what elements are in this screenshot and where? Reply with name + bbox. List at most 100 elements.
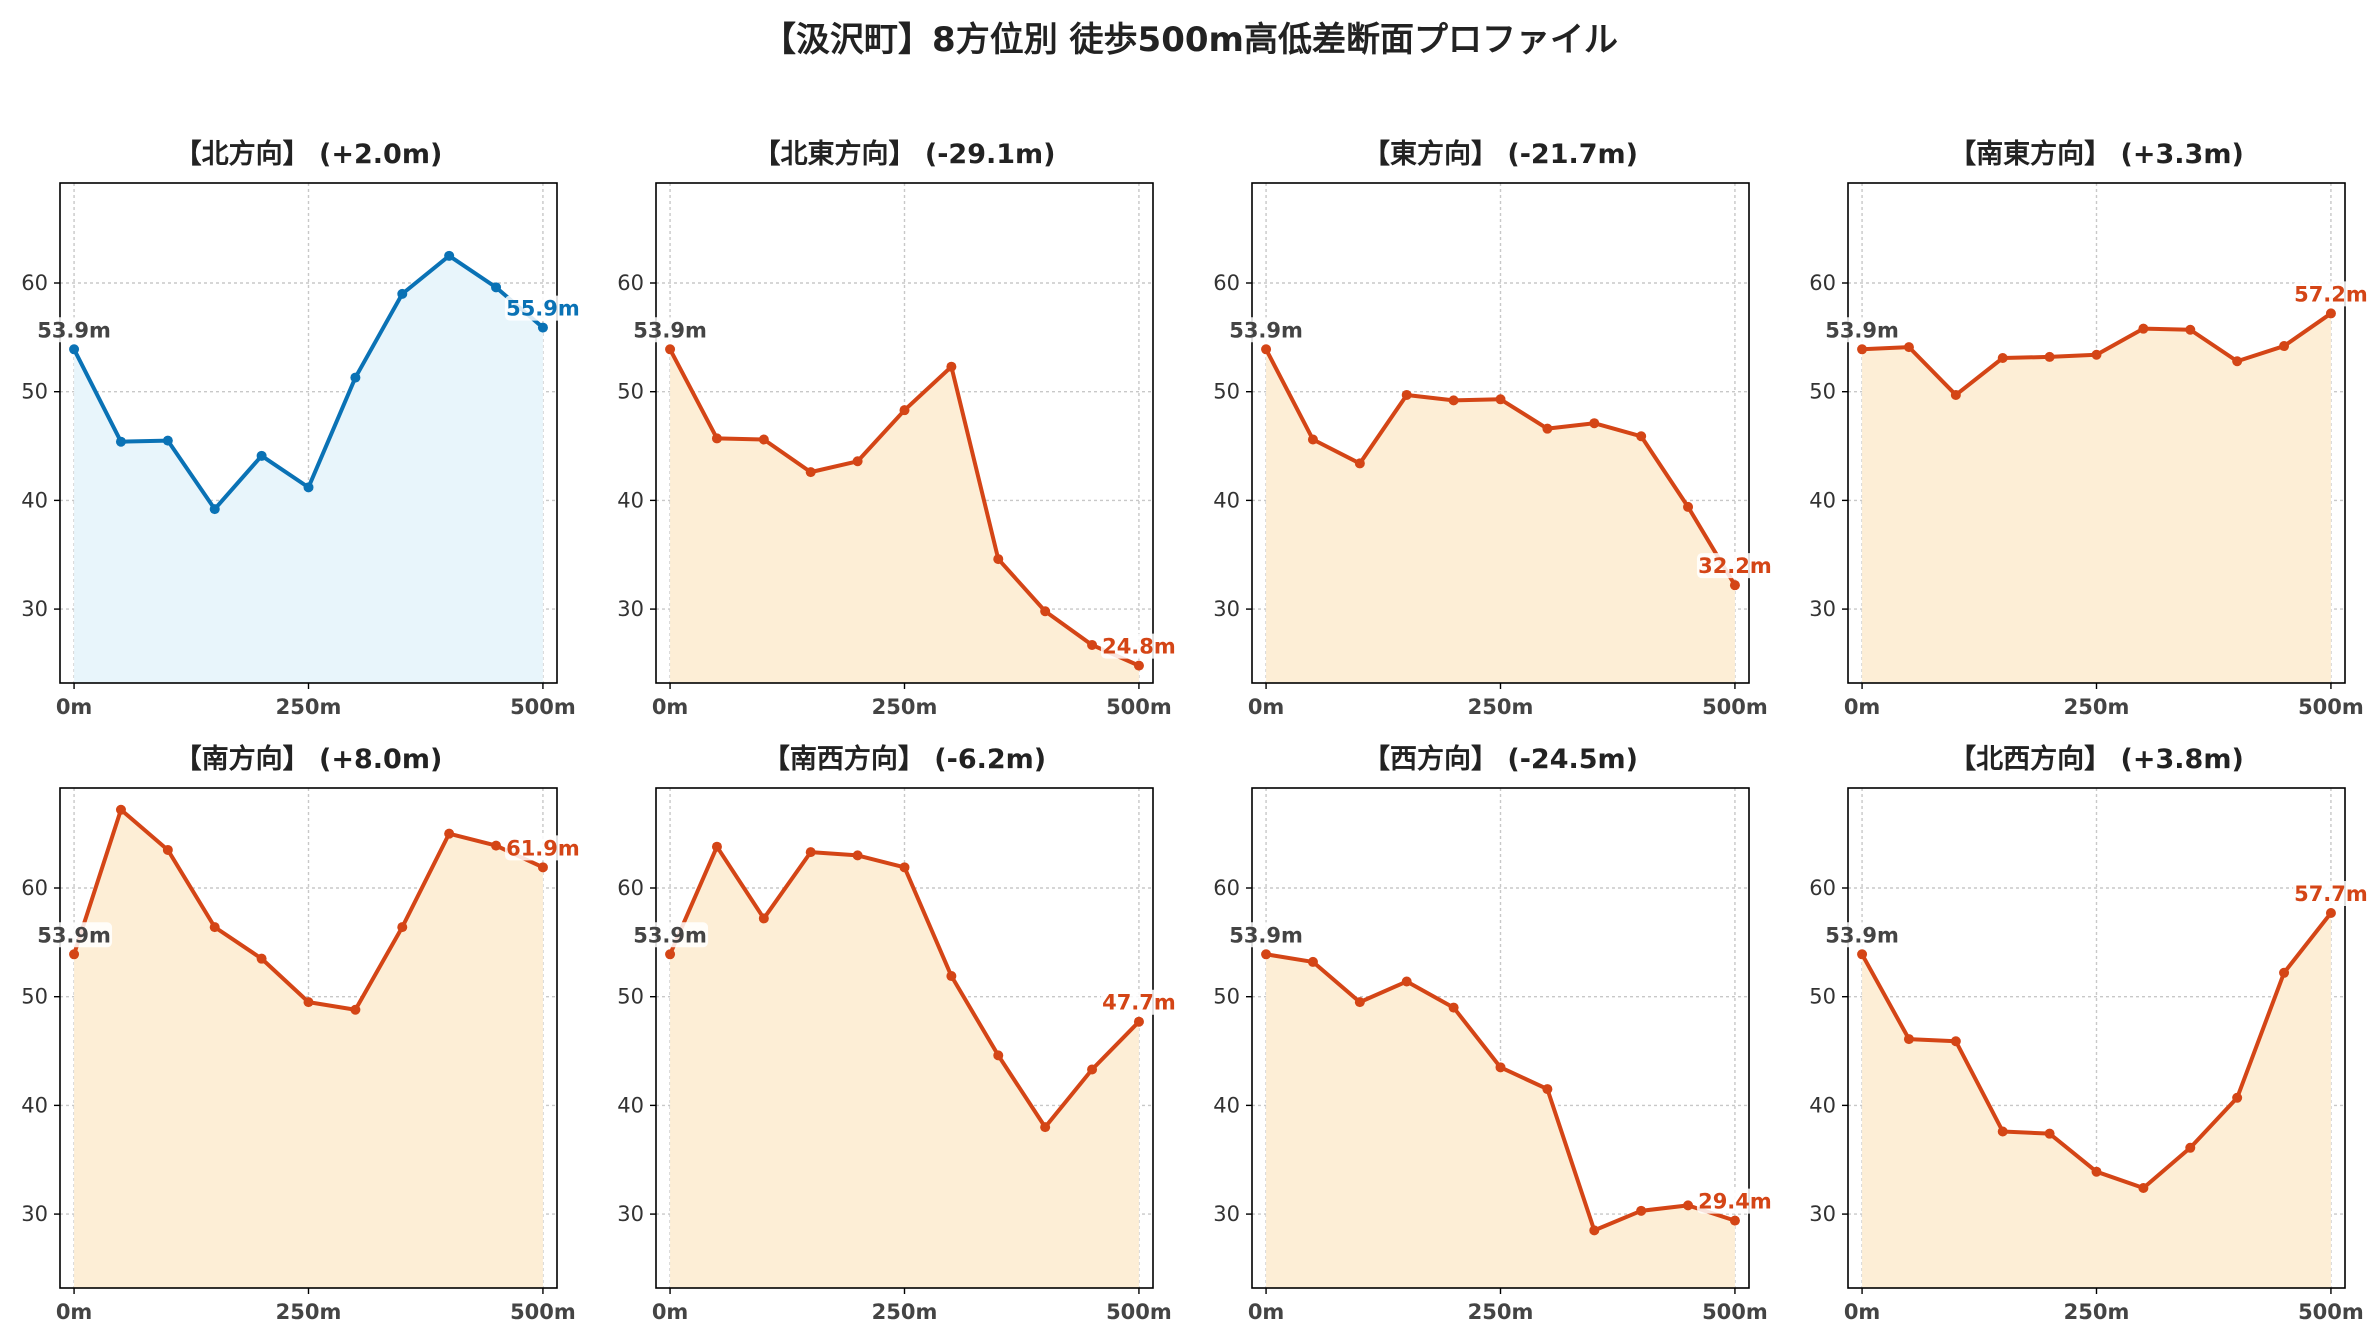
x-tick-label: 0m: [1844, 695, 1881, 719]
x-tick-label: 500m: [1702, 1300, 1768, 1324]
start-label-background: [1228, 317, 1305, 343]
y-tick-label: 60: [21, 271, 48, 295]
profile-area: [1862, 913, 2331, 1288]
start-elevation-label: 53.9m: [1229, 923, 1303, 947]
x-tick-label: 0m: [1248, 1300, 1285, 1324]
x-tick-label: 500m: [510, 1300, 576, 1324]
data-point: [852, 850, 863, 861]
data-point: [1542, 1084, 1553, 1095]
y-tick-label: 60: [1213, 271, 1240, 295]
end-elevation-label: 61.9m: [506, 836, 580, 860]
data-point: [1087, 639, 1098, 650]
data-point: [69, 344, 80, 355]
y-tick-label: 40: [1213, 488, 1240, 512]
end-label-background: [2292, 281, 2369, 307]
x-tick-label: 250m: [1468, 1300, 1534, 1324]
x-tick-label: 250m: [1468, 695, 1534, 719]
panel-title: 【南東方向】 (+3.3m): [1949, 138, 2244, 170]
data-point: [1448, 395, 1459, 406]
data-point: [993, 1050, 1004, 1061]
chart-panel-3: 【東方向】 (-21.7m) 30 40 50 60 0m 250m 500m 53.9m 32.…: [1213, 138, 1773, 719]
data-point: [69, 949, 80, 960]
y-tick-label: 30: [617, 597, 644, 621]
start-label-background: [1824, 922, 1901, 948]
data-point: [1857, 344, 1868, 355]
y-tick-label: 60: [617, 271, 644, 295]
data-point: [1040, 1122, 1051, 1133]
data-point: [209, 504, 220, 515]
x-tick-label: 250m: [2064, 1300, 2130, 1324]
data-point: [397, 288, 408, 299]
x-tick-label: 500m: [1106, 695, 1172, 719]
data-point: [1589, 1225, 1600, 1236]
data-point: [1589, 418, 1600, 429]
start-label-background: [36, 922, 113, 948]
start-label-background: [1228, 922, 1305, 948]
data-point: [899, 405, 910, 416]
x-tick-label: 0m: [652, 1300, 689, 1324]
y-tick-label: 60: [1213, 876, 1240, 900]
profile-area: [670, 846, 1139, 1288]
panel-title: 【西方向】 (-24.5m): [1363, 743, 1638, 775]
data-point: [1997, 1126, 2008, 1137]
chart-panel-6: 【南西方向】 (-6.2m) 30 40 50 60 0m 250m 500m 53.9m 47.…: [617, 743, 1177, 1324]
data-point: [1261, 344, 1272, 355]
x-tick-label: 0m: [1248, 695, 1285, 719]
chart-panel-4: 【南東方向】 (+3.3m) 30 40 50 60 0m 250m 500m 53.9m 57.…: [1809, 138, 2369, 719]
data-point: [2279, 967, 2290, 978]
data-point: [115, 804, 126, 815]
y-tick-label: 40: [1809, 488, 1836, 512]
data-point: [2044, 351, 2055, 362]
data-point: [899, 862, 910, 873]
data-point: [711, 841, 722, 852]
data-point: [946, 971, 957, 982]
y-tick-label: 30: [1809, 1202, 1836, 1226]
data-point: [2138, 323, 2149, 334]
x-tick-label: 500m: [2298, 1300, 2364, 1324]
y-tick-label: 30: [1809, 597, 1836, 621]
y-tick-label: 40: [617, 1093, 644, 1117]
x-tick-label: 500m: [1702, 695, 1768, 719]
end-elevation-label: 57.7m: [2294, 882, 2368, 906]
data-point: [1354, 997, 1365, 1008]
x-tick-label: 250m: [2064, 695, 2130, 719]
data-point: [115, 436, 126, 447]
data-point: [1495, 1062, 1506, 1073]
data-point: [303, 997, 314, 1008]
data-point: [758, 913, 769, 924]
data-point: [303, 482, 314, 493]
end-label-background: [2292, 881, 2369, 906]
profile-area: [74, 809, 543, 1288]
data-point: [2185, 324, 2196, 335]
data-point: [1683, 1200, 1694, 1211]
data-point: [758, 434, 769, 445]
x-tick-label: 250m: [872, 695, 938, 719]
data-point: [537, 862, 548, 873]
y-tick-label: 50: [617, 380, 644, 404]
end-label-background: [1696, 1188, 1773, 1214]
data-point: [1950, 1036, 1961, 1047]
data-point: [2138, 1183, 2149, 1193]
start-elevation-label: 53.9m: [1825, 923, 1899, 947]
data-point: [1683, 501, 1694, 512]
data-point: [665, 344, 676, 355]
data-point: [491, 282, 502, 293]
y-tick-label: 30: [617, 1202, 644, 1226]
end-elevation-label: 32.2m: [1698, 554, 1772, 578]
y-tick-label: 50: [21, 380, 48, 404]
data-point: [1354, 458, 1365, 469]
data-point: [1133, 1016, 1144, 1027]
data-point: [444, 828, 455, 839]
chart-panel-8: 【北西方向】 (+3.8m) 30 40 50 60 0m 250m 500m 53.9m 57.…: [1809, 743, 2369, 1324]
data-point: [852, 456, 863, 467]
data-point: [2325, 308, 2336, 319]
chart-panel-1: 【北方向】 (+2.0m) 30 40 50 60 0m 250m 500m 53.9m 55.9…: [21, 138, 581, 719]
y-tick-label: 60: [617, 876, 644, 900]
x-tick-label: 250m: [872, 1300, 938, 1324]
data-point: [537, 322, 548, 333]
y-tick-label: 30: [1213, 597, 1240, 621]
profile-area: [1266, 954, 1735, 1288]
data-point: [1729, 580, 1740, 591]
x-tick-label: 0m: [652, 695, 689, 719]
panel-title: 【南西方向】 (-6.2m): [763, 743, 1046, 775]
